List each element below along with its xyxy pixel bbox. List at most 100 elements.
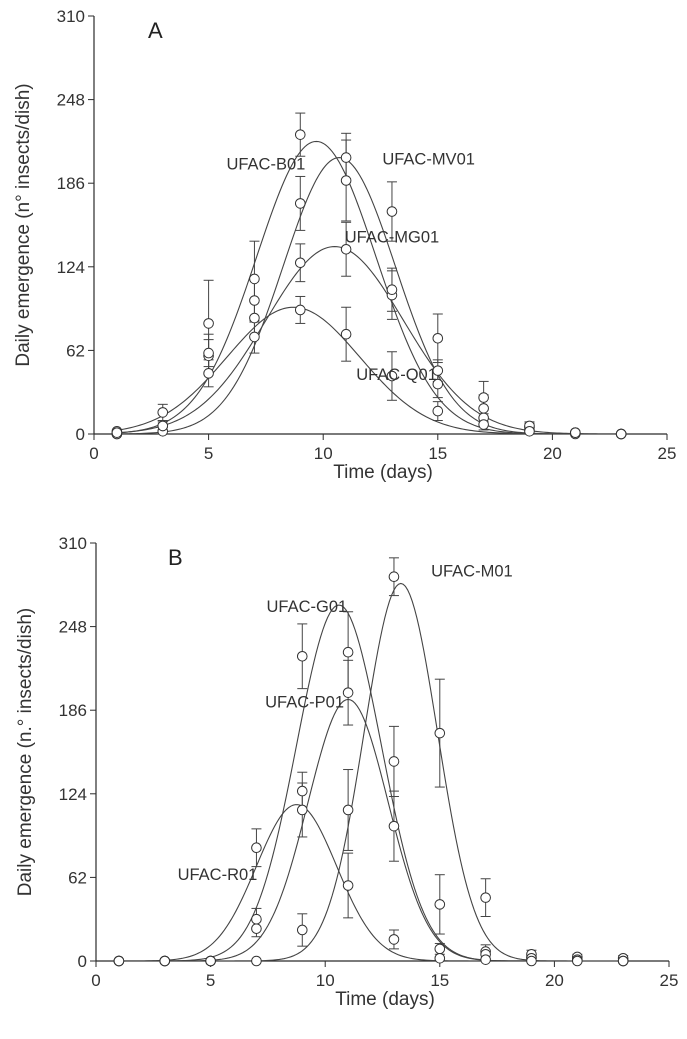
ufac-m01-label: UFAC-M01: [431, 563, 513, 581]
ufac-mg01-label: UFAC-MG01: [345, 229, 439, 247]
ufac-r01-label: UFAC-R01: [178, 866, 258, 884]
ufac-q01-point: [111, 427, 123, 438]
panel-a-y-axis-title: Daily emergence (n° insects/dish): [13, 83, 34, 366]
ufac-m01-point: [342, 804, 354, 816]
panel-a-x-axis-title: Time (days): [333, 462, 433, 483]
panel-a-y-tick-label: 310: [57, 7, 85, 26]
panel-b-points: [113, 571, 629, 967]
panel-b-x-tick-label: 5: [206, 971, 215, 990]
ufac-q01-point: [249, 331, 260, 343]
ufac-q01-point: [478, 419, 489, 430]
panel-a-x-tick-label: 15: [428, 444, 447, 463]
ufac-b01-point: [340, 175, 352, 186]
ufac-mg01-point: [386, 284, 398, 296]
panel-a-y-tick-label: 0: [76, 425, 85, 444]
ufac-b01-point: [157, 407, 169, 418]
panel-b-y-tick-label: 62: [68, 868, 87, 887]
panel-b-y-tick-label: 310: [59, 534, 87, 553]
ufac-r01-point: [251, 913, 262, 925]
ufac-q01-point: [294, 304, 306, 316]
panel-b-y-tick-label: 124: [59, 785, 87, 804]
panel-a-x-tick-label: 10: [314, 444, 333, 463]
ufac-mv01-point: [249, 312, 260, 324]
panel-b-y-tick-label: 0: [78, 952, 87, 971]
panel-a-y-tick-label: 186: [57, 174, 85, 193]
panel-a-y-tick-label: 124: [57, 258, 85, 277]
ufac-q01-point: [615, 428, 627, 440]
panel-a: A 0 5 10 15 20 25 0 62 124 186 248 310 Time (days)…: [13, 7, 676, 483]
panel-b-curves: [118, 582, 624, 962]
ufac-mv01-point: [386, 206, 398, 217]
ufac-q01-point: [432, 405, 444, 417]
ufac-r01-point: [113, 955, 125, 967]
ufac-mg01-point: [249, 295, 260, 306]
ufac-g01-point: [342, 646, 354, 658]
ufac-m01-point: [480, 892, 491, 903]
panel-b-x-ticks: 0 5 10 15 20 25: [91, 961, 678, 990]
panel-b-x-axis-title: Time (days): [335, 989, 435, 1010]
panel-b-x-tick-label: 15: [430, 971, 449, 990]
ufac-mg01-point: [294, 257, 306, 269]
ufac-q01-point: [340, 328, 352, 340]
ufac-g01-point: [296, 650, 308, 662]
ufac-p01-point: [388, 820, 400, 832]
ufac-m01-point: [296, 924, 308, 936]
ufac-mg01-point: [478, 403, 489, 414]
ufac-r01-point: [434, 953, 446, 964]
ufac-b01-curve: [116, 140, 622, 435]
ufac-p01-label: UFAC-P01: [265, 694, 344, 712]
panel-b-y-axis-title: Daily emergence (n.° insects/dish): [15, 608, 36, 897]
panel-b-letter: B: [168, 545, 183, 570]
panel-a-letter: A: [148, 18, 163, 43]
ufac-r01-curve: [118, 804, 624, 962]
ufac-mv01-point: [432, 332, 444, 344]
ufac-g01-point: [388, 756, 400, 767]
ufac-mv01-point: [478, 392, 489, 403]
ufac-b01-point: [432, 365, 444, 376]
panel-b-x-tick-label: 10: [316, 971, 335, 990]
ufac-m01-point: [434, 727, 446, 739]
ufac-mv01-point: [340, 152, 352, 163]
panel-a-points: [111, 129, 627, 440]
ufac-q01-point: [203, 347, 214, 359]
ufac-r01-point: [296, 804, 308, 816]
ufac-mv01-label: UFAC-MV01: [382, 150, 475, 168]
ufac-g01-point: [434, 899, 446, 910]
ufac-r01-point: [159, 955, 171, 967]
panel-b-y-tick-label: 248: [59, 618, 87, 637]
ufac-b01-point: [294, 129, 306, 140]
panel-a-x-tick-label: 20: [543, 444, 562, 463]
ufac-b01-point: [249, 273, 260, 285]
ufac-q01-point: [157, 420, 169, 432]
ufac-p01-point: [342, 687, 354, 698]
ufac-g01-label: UFAC-G01: [267, 598, 348, 616]
panel-a-y-ticks: 0 62 124 186 248 310: [57, 7, 94, 444]
ufac-q01-point: [524, 426, 535, 437]
ufac-q01-point: [386, 370, 398, 382]
ufac-p01-point: [296, 785, 308, 797]
ufac-r01-point: [205, 955, 216, 967]
panel-a-y-tick-label: 248: [57, 91, 85, 110]
panel-b-y-tick-label: 186: [59, 701, 87, 720]
panel-b-series-labels: UFAC-G01 UFAC-M01 UFAC-P01 UFAC-R01: [178, 563, 513, 884]
ufac-g01-curve: [118, 604, 624, 962]
ufac-mg01-point: [203, 318, 214, 329]
ufac-p01-curve: [118, 698, 624, 962]
ufac-mg01-point: [432, 378, 444, 390]
ufac-r01-point: [572, 955, 583, 967]
panel-a-x-tick-label: 25: [658, 444, 677, 463]
ufac-mv01-curve: [116, 157, 622, 435]
ufac-p01-point: [434, 943, 446, 955]
ufac-r01-point: [617, 955, 629, 967]
panel-a-x-tick-label: 0: [89, 444, 98, 463]
panel-b: B 0 5 10 15 20 25 0 62 124 186 248 310 Time (days)…: [15, 534, 678, 1010]
panel-b-x-tick-label: 0: [91, 971, 100, 990]
ufac-mg01-curve: [116, 246, 622, 435]
ufac-m01-point: [388, 571, 400, 583]
ufac-b01-label: UFAC-B01: [226, 156, 305, 174]
panel-b-y-ticks: 0 62 124 186 248 310: [59, 534, 96, 971]
ufac-r01-point: [342, 880, 354, 891]
ufac-mv01-point: [203, 368, 214, 379]
panel-a-series-labels: UFAC-B01 UFAC-MV01 UFAC-MG01 UFAC-Q01: [226, 150, 474, 384]
